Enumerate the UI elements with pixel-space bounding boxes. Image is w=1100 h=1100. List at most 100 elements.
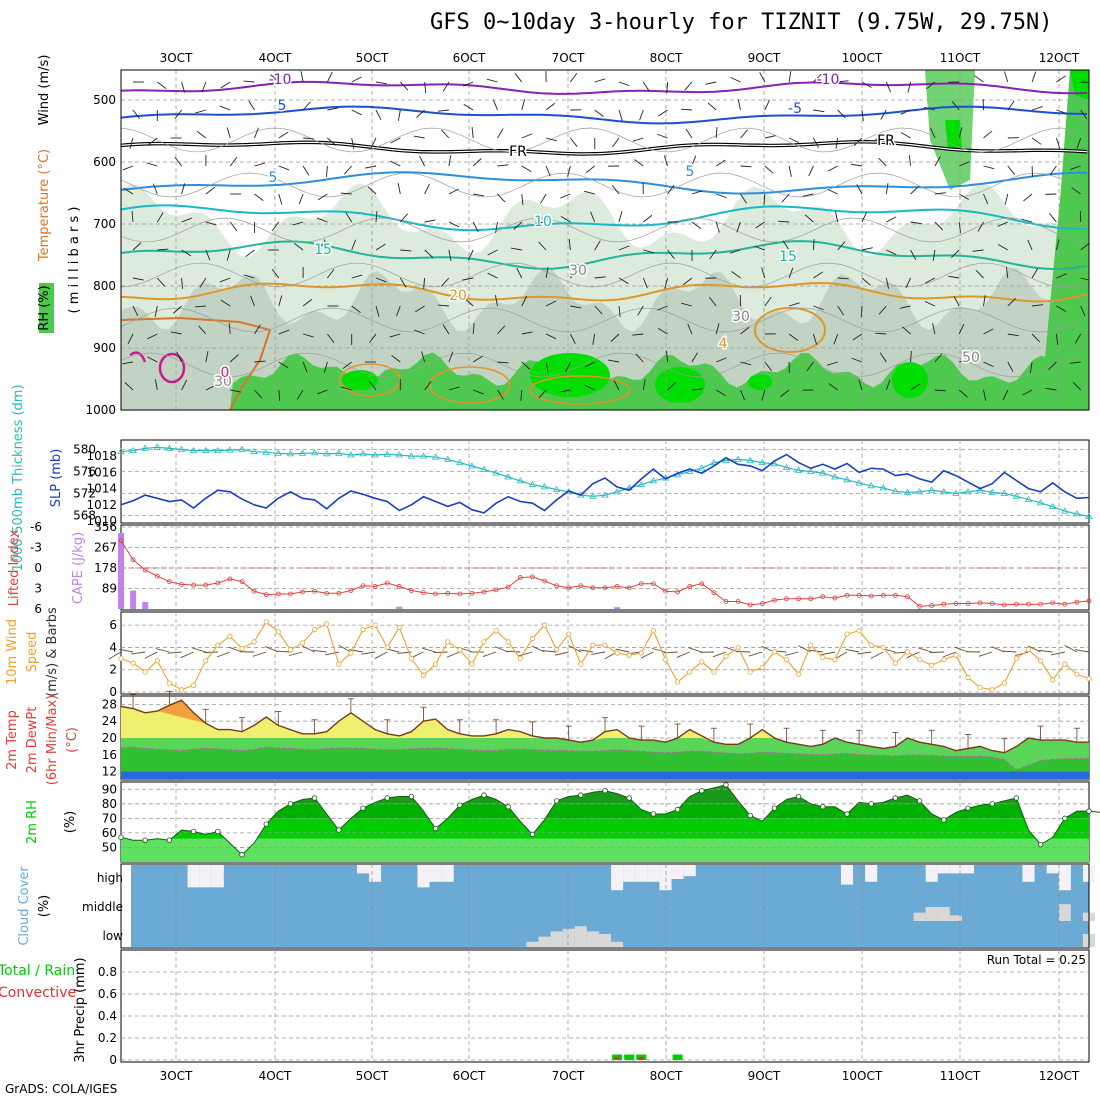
wind-speed-point xyxy=(118,655,124,662)
wind-speed-point xyxy=(977,684,983,691)
precip-axis-label: Convective xyxy=(0,985,76,1001)
pressure-tick-label: 500 xyxy=(93,93,116,107)
cape-tick-label: 178 xyxy=(94,561,117,575)
thickness-point xyxy=(504,473,512,480)
wind-barb xyxy=(663,155,669,167)
pressure-tick-label: 700 xyxy=(93,217,116,231)
precip-convective-bar xyxy=(639,1056,644,1060)
wind-barb xyxy=(421,351,426,363)
wind-barb xyxy=(1007,165,1016,175)
wind-barb xyxy=(487,272,498,279)
wind-barb xyxy=(953,296,960,307)
wind-barb xyxy=(521,133,533,139)
wind-barb xyxy=(880,109,887,120)
li-point xyxy=(227,576,233,582)
wind-barb xyxy=(667,184,675,195)
li-point xyxy=(481,589,487,595)
thickness-point xyxy=(262,448,270,455)
wind-barb xyxy=(433,651,448,654)
wind-barb xyxy=(924,277,936,284)
wind-barb xyxy=(192,647,206,653)
rh-point xyxy=(699,788,705,794)
wind-barb xyxy=(157,81,167,89)
wind-barb xyxy=(837,109,846,119)
rh-point xyxy=(142,837,148,843)
wind-barb xyxy=(837,277,849,280)
date-label-top: 9OCT xyxy=(748,51,781,65)
rh-point xyxy=(578,792,584,798)
wind-barb xyxy=(131,651,146,655)
thickness-point xyxy=(189,446,198,454)
wind-barb xyxy=(486,78,498,83)
wind-barb xyxy=(926,81,936,90)
wind-barb xyxy=(761,267,766,279)
cloud-level-label: high xyxy=(97,871,123,885)
wind-barb xyxy=(959,161,970,167)
wind-barb xyxy=(567,165,571,177)
thickness-point xyxy=(746,456,754,463)
cloud-cell-low xyxy=(562,928,575,947)
thickness-point xyxy=(637,480,646,488)
wind-speed-point xyxy=(336,661,342,667)
thickness-tick-label: 580 xyxy=(73,443,96,457)
wind-barb xyxy=(724,646,739,653)
wind-speed-point xyxy=(880,644,886,651)
wind-barb xyxy=(731,271,741,279)
rh-column xyxy=(945,120,962,150)
wind-barb xyxy=(900,132,911,139)
wind-speed-line xyxy=(120,620,1090,691)
wind-barb xyxy=(487,249,498,256)
wind-barb xyxy=(932,323,936,335)
wind-barb xyxy=(1002,389,1009,401)
wind-barb xyxy=(497,193,506,203)
wind-tick-label: 2 xyxy=(109,663,117,677)
li-point xyxy=(505,584,511,590)
li-point xyxy=(893,592,898,598)
li-tick-label: 6 xyxy=(34,602,42,616)
rh-point xyxy=(1013,795,1020,801)
wind-barb xyxy=(325,651,339,656)
li-point xyxy=(699,581,705,587)
wind-barb xyxy=(691,221,702,229)
pressure-axis-label: ( m i l l i b a r s ) xyxy=(67,207,82,314)
wind-barb xyxy=(983,328,994,335)
li-point xyxy=(711,590,717,595)
wind-barb xyxy=(220,81,231,89)
pressure-tick-label: 900 xyxy=(93,341,116,355)
li-point xyxy=(929,603,935,608)
wind-barb xyxy=(1074,333,1082,344)
wind-barb xyxy=(448,351,454,363)
precip-tick-label: 0.4 xyxy=(98,1009,117,1023)
wind-barb xyxy=(340,192,352,195)
cloud-cell-high xyxy=(840,865,854,885)
wind-barb xyxy=(639,109,644,121)
thickness-line xyxy=(120,446,1090,518)
isotherm-25 xyxy=(121,316,272,410)
thickness-tick-label: 576 xyxy=(73,465,96,479)
thickness-point xyxy=(952,489,960,496)
slp-tick-label: 1014 xyxy=(86,482,117,496)
wind-barb xyxy=(618,277,629,285)
panel-frame-pressure xyxy=(120,439,1090,524)
wind-barb xyxy=(419,155,426,167)
thickness-point xyxy=(940,488,948,495)
wind-barb xyxy=(592,333,596,345)
wind-speed-point xyxy=(154,658,160,664)
wind-barb xyxy=(663,651,678,654)
wind-barb xyxy=(906,651,920,659)
thickness-point xyxy=(516,477,525,484)
wind-barb xyxy=(254,193,264,201)
wind-barb xyxy=(437,109,449,112)
date-label-top: 10OCT xyxy=(842,51,883,65)
rh-point xyxy=(166,837,173,843)
cloud-cell-high xyxy=(369,865,382,882)
li-point xyxy=(239,579,245,585)
li-point xyxy=(336,590,342,596)
li-point xyxy=(1001,602,1007,608)
wind-barb xyxy=(688,647,702,653)
wind-barb xyxy=(205,384,216,391)
wind-speed-point xyxy=(311,626,318,633)
wind-barb xyxy=(827,165,838,172)
li-point xyxy=(312,588,318,594)
wind-barb xyxy=(834,211,839,223)
